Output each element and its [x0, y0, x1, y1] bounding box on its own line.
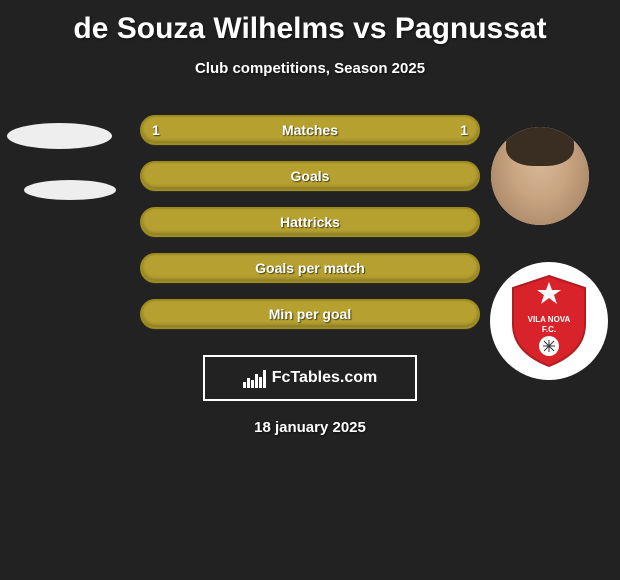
stat-label: Min per goal [269, 306, 351, 322]
stat-label: Goals per match [255, 260, 365, 276]
player1-avatar-shape-2 [24, 180, 116, 200]
player2-avatar [491, 127, 589, 225]
stat-row-hattricks: Hattricks [140, 207, 480, 237]
stat-row-goals-per-match: Goals per match [140, 253, 480, 283]
stat-row-min-per-goal: Min per goal [140, 299, 480, 329]
stat-row-matches: 1 Matches 1 [140, 115, 480, 145]
stat-left-value: 1 [152, 122, 160, 138]
player2-club-crest: VILA NOVA F.C. [490, 262, 608, 380]
date-text: 18 january 2025 [0, 419, 620, 436]
stat-right-value: 1 [460, 122, 468, 138]
brand-text: FcTables.com [272, 369, 378, 387]
stats-bars: 1 Matches 1 Goals Hattricks Goals per ma… [140, 115, 480, 329]
page-title: de Souza Wilhelms vs Pagnussat [0, 0, 620, 46]
crest-text-line2: F.C. [542, 325, 556, 334]
stat-row-goals: Goals [140, 161, 480, 191]
stat-label: Hattricks [280, 214, 340, 230]
brand-box: FcTables.com [203, 355, 417, 401]
player1-avatar-shape-1 [7, 123, 112, 149]
stat-label: Matches [282, 122, 338, 138]
brand-icon [243, 368, 266, 388]
subtitle: Club competitions, Season 2025 [0, 60, 620, 77]
crest-text-line1: VILA NOVA [528, 315, 571, 324]
stat-label: Goals [291, 168, 330, 184]
